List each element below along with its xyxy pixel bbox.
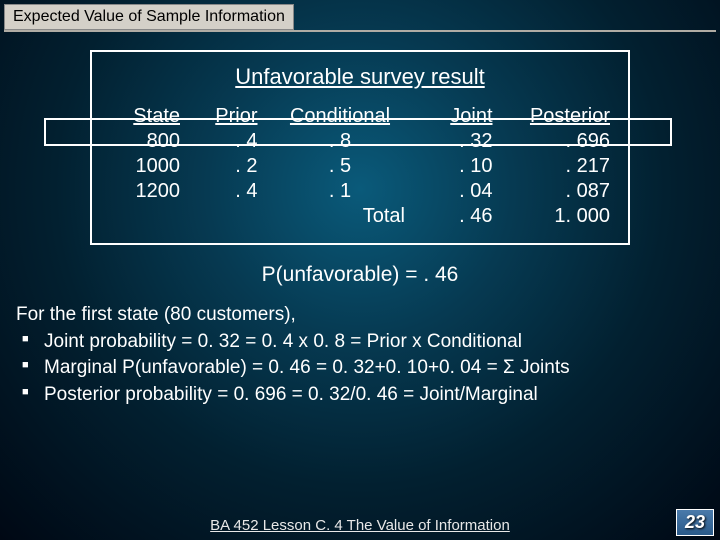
p-unfavorable: P(unfavorable) = . 46 [0, 263, 720, 287]
cell-post: . 087 [510, 180, 610, 203]
cell-joint: . 10 [423, 155, 493, 178]
header-conditional: Conditional [275, 105, 405, 128]
bullet-list: Joint probability = 0. 32 = 0. 4 x 0. 8 … [16, 330, 704, 408]
table-row: 1000 . 2 . 5 . 10 . 217 [110, 154, 610, 179]
list-item: Marginal P(unfavorable) = 0. 46 = 0. 32+… [16, 356, 704, 381]
cell-joint: . 04 [423, 180, 493, 203]
page-number: 23 [676, 509, 714, 536]
table-total-row: Total . 46 1. 000 [110, 204, 610, 229]
probability-table: State Prior Conditional Joint Posterior … [110, 104, 610, 229]
cell-state: 1000 [110, 155, 180, 178]
cell-state: 1200 [110, 180, 180, 203]
title-underline [4, 30, 716, 32]
cell-prior: . 2 [198, 155, 258, 178]
header-joint: Joint [423, 105, 493, 128]
total-label: Total [275, 205, 405, 228]
list-item: Posterior probability = 0. 696 = 0. 32/0… [16, 383, 704, 408]
cell-cond: . 8 [275, 130, 405, 153]
cell-cond: . 1 [275, 180, 405, 203]
cell-prior: . 4 [198, 130, 258, 153]
cell-cond: . 5 [275, 155, 405, 178]
table-header: State Prior Conditional Joint Posterior [110, 104, 610, 129]
total-post: 1. 000 [510, 205, 610, 228]
table-row: 800 . 4 . 8 . 32 . 696 [110, 129, 610, 154]
cell-post: . 217 [510, 155, 610, 178]
intro-line: For the first state (80 customers), [16, 303, 704, 328]
footer-text: BA 452 Lesson C. 4 The Value of Informat… [0, 517, 720, 534]
subtitle: Unfavorable survey result [110, 64, 610, 90]
cell-prior: . 4 [198, 180, 258, 203]
header-posterior: Posterior [510, 105, 610, 128]
cell-post: . 696 [510, 130, 610, 153]
cell-state: 800 [110, 130, 180, 153]
main-content-box: Unfavorable survey result State Prior Co… [90, 50, 630, 245]
cell-joint: . 32 [423, 130, 493, 153]
total-joint: . 46 [423, 205, 493, 228]
slide-title: Expected Value of Sample Information [4, 4, 294, 30]
table-row: 1200 . 4 . 1 . 04 . 087 [110, 179, 610, 204]
header-prior: Prior [198, 105, 258, 128]
explanation-text: For the first state (80 customers), Join… [16, 303, 704, 408]
list-item: Joint probability = 0. 32 = 0. 4 x 0. 8 … [16, 330, 704, 355]
header-state: State [110, 105, 180, 128]
